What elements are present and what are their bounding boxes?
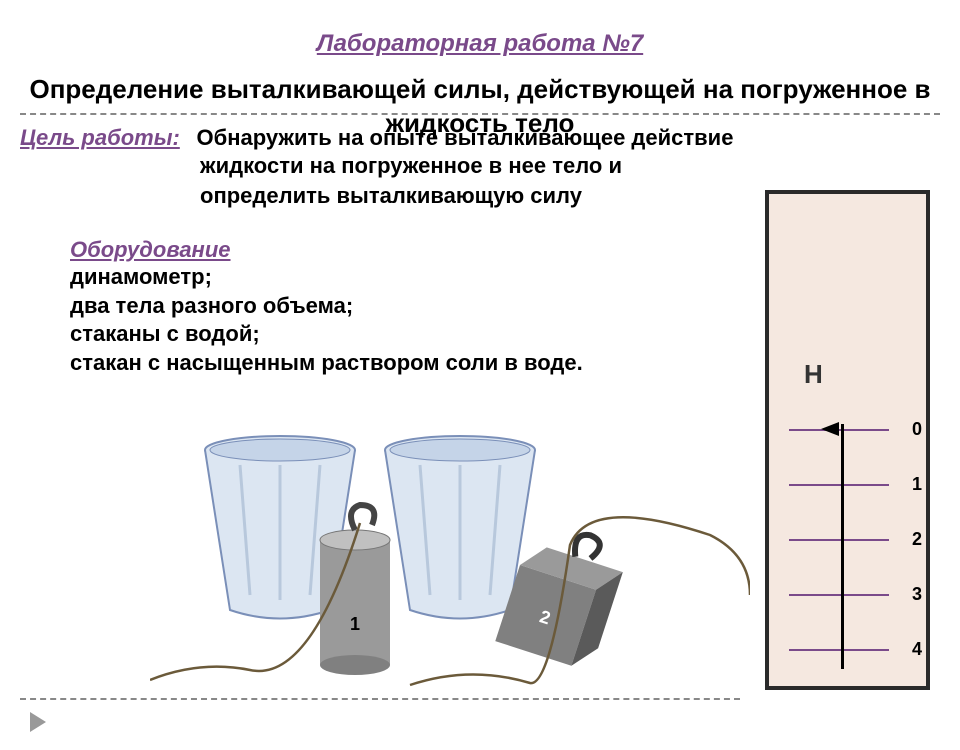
goal-text-2: жидкости на погруженное в нее тело и xyxy=(200,151,940,182)
dynamometer-arrow-icon xyxy=(821,422,839,436)
dynamometer-unit: Н xyxy=(804,359,823,390)
lab-title: Лабораторная работа №7 xyxy=(0,30,960,58)
divider-bottom xyxy=(20,698,740,700)
play-icon[interactable] xyxy=(30,712,46,732)
dynamometer-scale: 0 1 2 3 4 xyxy=(789,429,914,704)
equipment-diagram: 1 2 xyxy=(150,435,750,695)
goal-label: Цель работы: xyxy=(20,125,180,150)
dynamometer-icon: Н 0 1 2 3 4 xyxy=(765,190,930,690)
goal-text-1 xyxy=(184,125,196,150)
dynamometer-pointer xyxy=(841,424,844,669)
cylinder-label: 1 xyxy=(350,614,360,634)
